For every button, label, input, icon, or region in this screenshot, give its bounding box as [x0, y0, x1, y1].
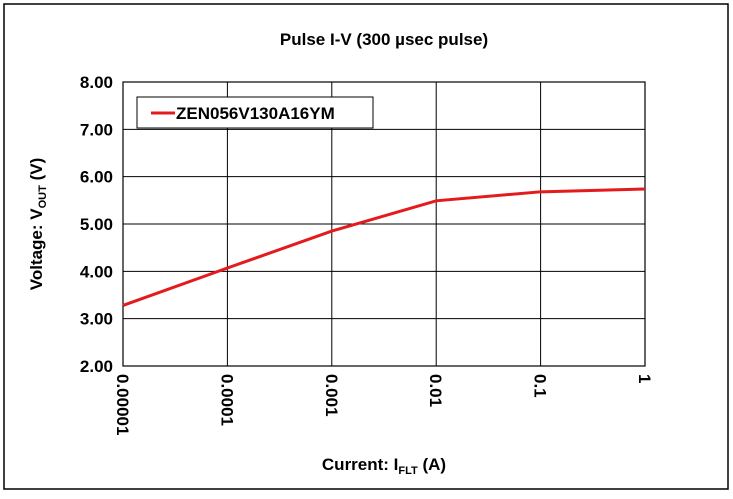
x-tick-label: 0.1	[531, 374, 550, 398]
y-tick-label: 3.00	[80, 310, 113, 329]
y-label-main: Voltage: V	[27, 208, 46, 291]
y-tick-label: 2.00	[80, 357, 113, 376]
chart-title: Pulse I-V (300 µsec pulse)	[280, 30, 488, 49]
plot-frame	[122, 81, 646, 367]
legend-box	[136, 96, 374, 129]
x-axis-label: Current: IFLT (A)	[322, 455, 446, 477]
y-label-tail: (V)	[27, 158, 46, 185]
y-label-sub: OUT	[37, 185, 49, 209]
x-tick-label: 0.0001	[217, 374, 236, 426]
x-label-sub: FLT	[398, 465, 418, 477]
chart-border	[3, 3, 729, 490]
y-tick-label: 6.00	[80, 168, 113, 187]
x-tick-label: 1	[635, 374, 654, 383]
y-tick-label: 4.00	[80, 262, 113, 281]
legend-label: ZEN056V130A16YM	[176, 104, 335, 123]
y-tick-label: 5.00	[80, 215, 113, 234]
y-axis-label: Voltage: VOUT (V)	[27, 158, 49, 291]
x-tick-label: 0.01	[426, 374, 445, 407]
x-label-tail: (A)	[418, 455, 446, 474]
y-tick-label: 7.00	[80, 120, 113, 139]
x-label-main: Current: I	[322, 455, 399, 474]
x-tick-label: 0.00001	[113, 374, 132, 435]
y-tick-label: 8.00	[80, 73, 113, 92]
data-line	[122, 187, 646, 307]
x-tick-label: 0.001	[322, 374, 341, 417]
